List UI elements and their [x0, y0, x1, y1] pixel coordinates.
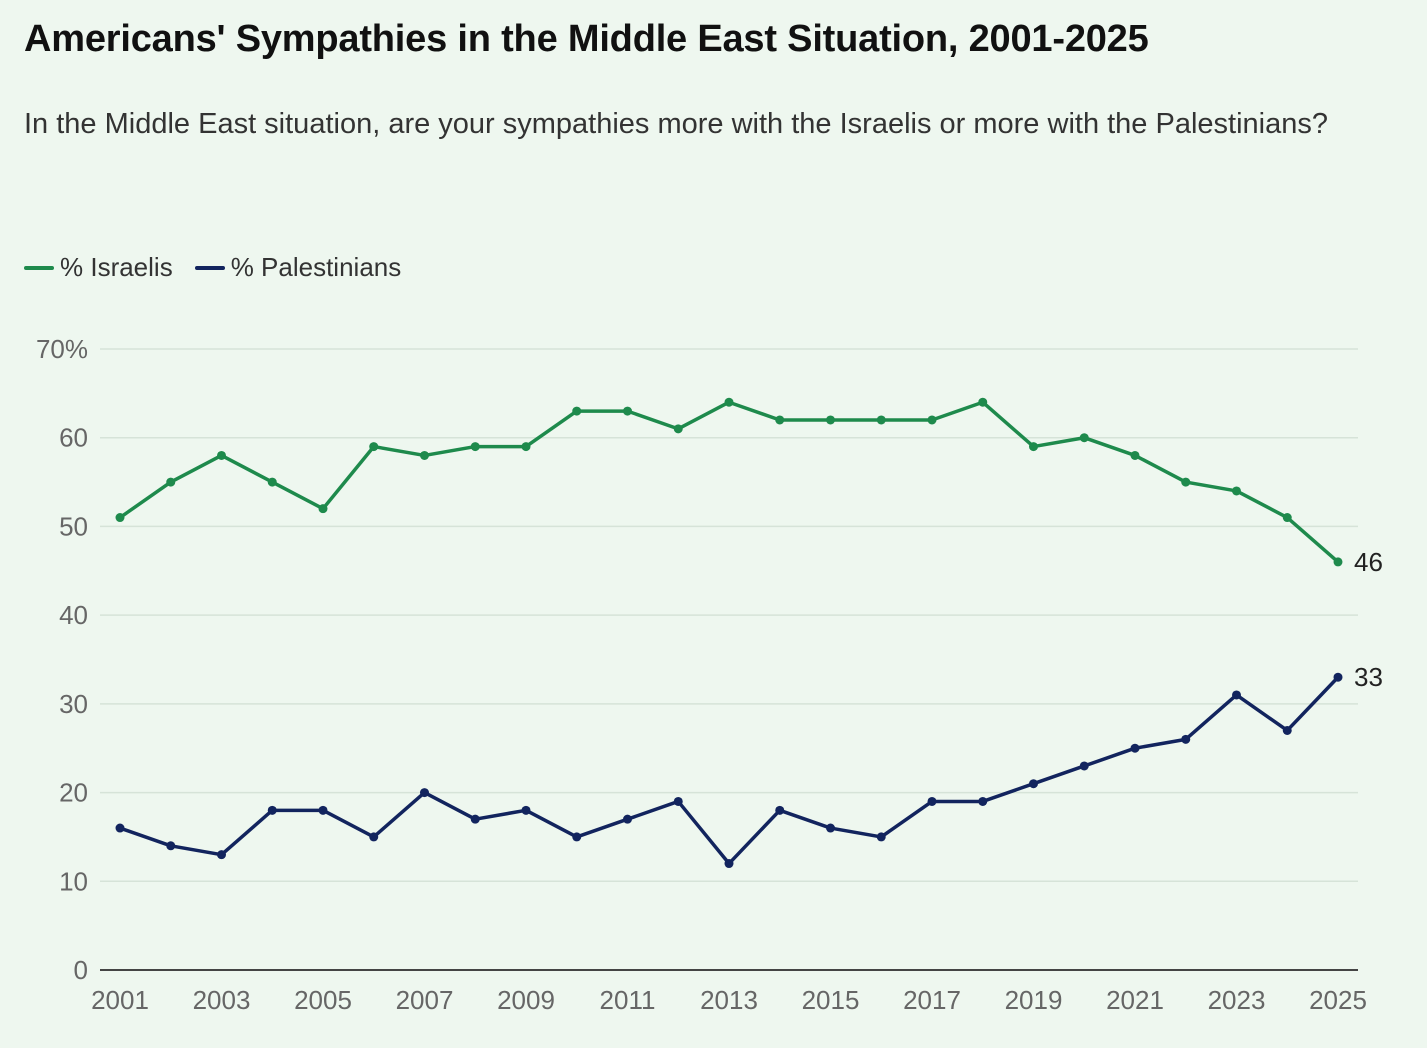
data-point-palestinians — [623, 814, 632, 824]
data-point-palestinians — [1181, 734, 1191, 744]
y-tick-label: 20 — [59, 778, 88, 808]
y-tick-label: 70% — [36, 334, 88, 364]
data-point-israelis — [369, 442, 379, 452]
data-point-israelis — [1333, 557, 1343, 567]
x-tick-label: 2009 — [497, 985, 555, 1015]
x-tick-label: 2011 — [600, 985, 656, 1015]
x-tick-label: 2013 — [700, 985, 758, 1015]
data-point-palestinians — [1130, 743, 1140, 753]
data-point-israelis — [1079, 433, 1089, 443]
y-tick-label: 30 — [59, 689, 88, 719]
data-point-israelis — [775, 415, 785, 425]
data-point-palestinians — [978, 796, 988, 806]
data-point-palestinians — [1029, 779, 1038, 789]
data-point-palestinians — [1333, 672, 1343, 682]
data-point-palestinians — [876, 832, 886, 842]
data-point-israelis — [470, 442, 480, 452]
data-point-israelis — [978, 397, 988, 407]
data-point-israelis — [318, 504, 328, 514]
y-tick-label: 60 — [59, 423, 88, 453]
data-point-israelis — [623, 406, 632, 416]
data-point-israelis — [267, 477, 277, 487]
data-point-israelis — [521, 442, 531, 452]
chart-subtitle: In the Middle East situation, are your s… — [24, 108, 1328, 140]
data-point-palestinians — [470, 814, 480, 824]
data-point-palestinians — [521, 805, 531, 815]
x-tick-label: 2003 — [193, 985, 251, 1015]
y-tick-label: 40 — [59, 600, 88, 630]
x-tick-label: 2023 — [1208, 985, 1266, 1015]
data-point-palestinians — [217, 850, 226, 860]
data-point-palestinians — [927, 796, 937, 806]
data-point-israelis — [927, 415, 937, 425]
legend-label-israelis: % Israelis — [60, 252, 173, 282]
data-point-israelis — [724, 397, 734, 407]
x-tick-label: 2019 — [1005, 985, 1063, 1015]
data-point-israelis — [217, 450, 226, 460]
series-line-palestinians — [118, 675, 1340, 866]
end-label-palestinians: 33 — [1354, 662, 1383, 692]
data-point-palestinians — [318, 805, 328, 815]
data-point-palestinians — [1232, 690, 1241, 700]
x-tick-label: 2021 — [1106, 985, 1164, 1015]
y-tick-label: 0 — [74, 955, 88, 985]
y-tick-label: 10 — [59, 866, 88, 896]
data-point-israelis — [826, 415, 835, 425]
data-point-israelis — [1232, 486, 1241, 496]
x-tick-label: 2005 — [294, 985, 352, 1015]
data-point-israelis — [420, 450, 429, 460]
chart-title: Americans' Sympathies in the Middle East… — [24, 18, 1149, 60]
data-point-israelis — [1130, 450, 1140, 460]
data-point-palestinians — [572, 832, 582, 842]
data-point-palestinians — [166, 841, 176, 851]
data-point-palestinians — [369, 832, 379, 842]
legend-swatch-palestinians — [194, 265, 225, 270]
y-tick-label: 50 — [59, 511, 88, 541]
data-point-israelis — [876, 415, 886, 425]
x-tick-label: 2015 — [802, 985, 860, 1015]
data-point-palestinians — [826, 823, 835, 833]
data-point-palestinians — [115, 823, 125, 833]
data-point-palestinians — [673, 796, 683, 806]
legend-item-israelis: % Israelis — [24, 252, 173, 283]
data-point-israelis — [673, 424, 683, 434]
x-tick-label: 2025 — [1309, 985, 1367, 1015]
data-point-palestinians — [267, 805, 277, 815]
data-point-israelis — [1282, 513, 1292, 523]
x-tick-label: 2017 — [903, 985, 961, 1015]
data-point-israelis — [1181, 477, 1191, 487]
data-point-palestinians — [1282, 725, 1292, 735]
x-tick-label: 2001 — [91, 985, 149, 1015]
data-point-israelis — [166, 477, 176, 487]
legend-swatch-israelis — [24, 265, 54, 270]
data-point-israelis — [115, 513, 125, 523]
legend-label-palestinians: % Palestinians — [230, 252, 402, 282]
data-point-israelis — [1029, 442, 1038, 452]
series-line-israelis — [118, 400, 1340, 564]
data-point-israelis — [572, 406, 582, 416]
data-point-palestinians — [775, 805, 785, 815]
data-point-palestinians — [724, 859, 734, 869]
data-point-palestinians — [420, 788, 429, 798]
x-tick-label: 2007 — [396, 985, 454, 1015]
data-point-palestinians — [1079, 761, 1089, 771]
legend-item-palestinians: % Palestinians — [194, 252, 402, 283]
end-label-israelis: 46 — [1354, 547, 1383, 577]
legend: % Israelis % Palestinians — [24, 252, 423, 283]
